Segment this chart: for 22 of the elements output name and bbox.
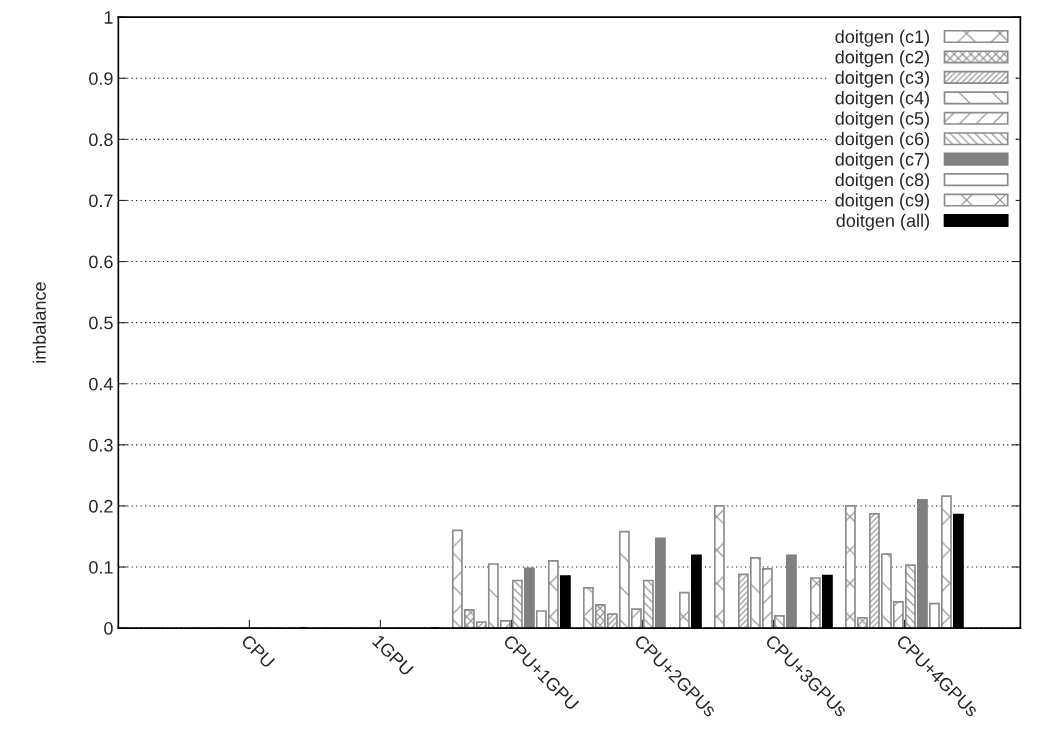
y-tick-label: 0.6 bbox=[89, 255, 113, 269]
legend-label: doitgen (c2) bbox=[835, 50, 929, 68]
y-tick-label: 0 bbox=[104, 622, 113, 635]
legend-label: doitgen (c1) bbox=[835, 29, 929, 47]
y-tick-label: 0.2 bbox=[89, 499, 113, 513]
legend-label: doitgen (all) bbox=[836, 213, 929, 231]
legend-label: doitgen (c8) bbox=[835, 172, 929, 190]
y-tick-label: 0.1 bbox=[89, 560, 113, 574]
legend-label: doitgen (c3) bbox=[835, 70, 929, 88]
y-tick-label: 0.4 bbox=[89, 377, 113, 391]
y-tick-label: 0.8 bbox=[89, 133, 113, 147]
y-tick-label: 0.7 bbox=[89, 194, 113, 208]
legend-label: doitgen (c6) bbox=[835, 132, 929, 149]
y-tick-label: 0.5 bbox=[89, 316, 113, 330]
y-tick-label: 1 bbox=[104, 11, 113, 24]
legend-label: doitgen (c4) bbox=[835, 91, 929, 108]
legend-label: doitgen (c5) bbox=[835, 111, 929, 129]
y-tick-label: 0.9 bbox=[89, 72, 113, 85]
legend-label: doitgen (c9) bbox=[835, 193, 929, 211]
y-tick-label: 0.3 bbox=[89, 438, 113, 452]
legend-label: doitgen (c7) bbox=[835, 152, 929, 170]
y-axis-title: imbalance bbox=[32, 282, 46, 363]
